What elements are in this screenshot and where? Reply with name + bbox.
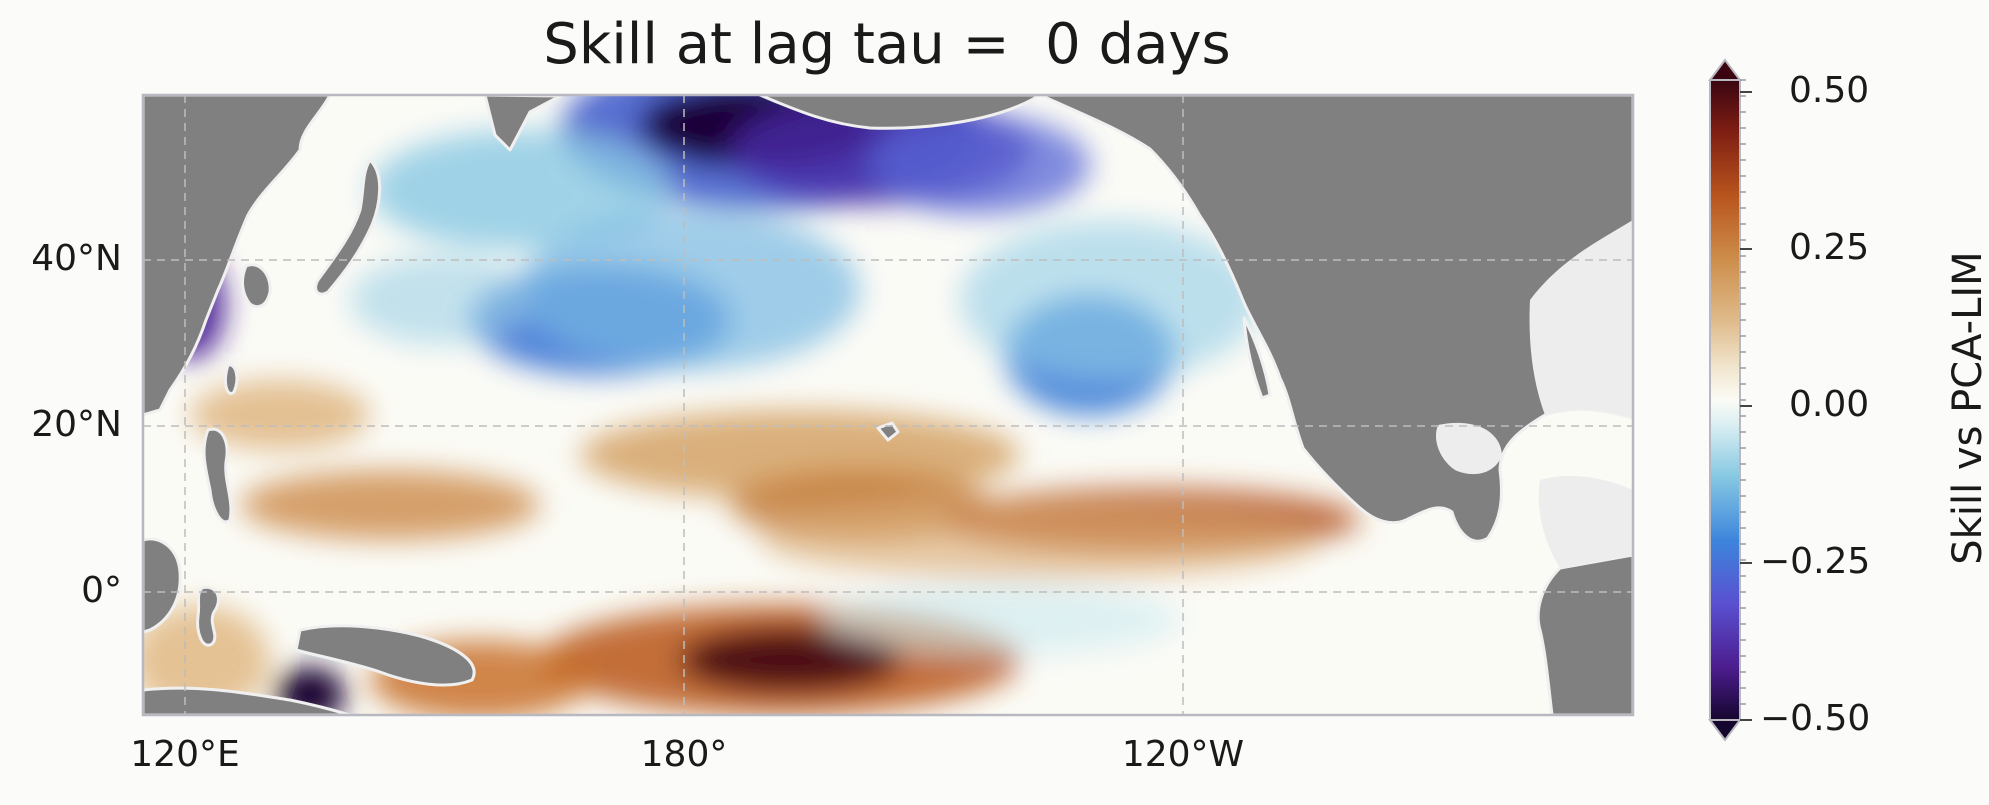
korea-landmass (241, 263, 272, 309)
colorbar-tick-label: 0.50 (1789, 70, 1870, 111)
field-blob (520, 210, 860, 370)
colorbar-extend-bottom (1708, 719, 1742, 742)
colorbar-label: Skill vs PCA-LIM (1945, 251, 1989, 565)
australia-landmass (143, 686, 352, 715)
japan-landmass (314, 158, 382, 296)
colorbar-tick-label: 0.25 (1789, 227, 1870, 268)
field-blob (190, 380, 370, 450)
lat-tick-label: 0° (81, 570, 122, 611)
sulawesi-landmass (196, 585, 220, 647)
map-area (143, 95, 1633, 715)
colorbar-body (1709, 79, 1741, 721)
field-blob (960, 220, 1260, 380)
lon-tick-label: 120°E (130, 734, 240, 775)
lat-tick-label: 40°N (31, 238, 122, 279)
lon-tick-label: 180° (640, 734, 728, 775)
philippines-landmass (202, 427, 233, 524)
field-blob (240, 470, 540, 540)
alaska-landmass (758, 95, 1042, 130)
colorbar (1708, 58, 1752, 742)
lat-tick-label: 20°N (31, 404, 122, 445)
field-blob (350, 255, 530, 345)
colorbar-extend-top (1708, 58, 1742, 81)
baja-california-landmass (1242, 316, 1272, 400)
caribbean-mask (1538, 475, 1633, 568)
gulf-of-mexico-mask (1435, 422, 1502, 475)
neighbor-ocean-mask (1435, 220, 1633, 568)
skill-field (143, 95, 1360, 715)
asia-landmass (143, 95, 332, 417)
new-guinea-landmass (294, 624, 476, 687)
colorbar-tick-label: −0.25 (1760, 541, 1871, 582)
south-america-landmass (1536, 553, 1633, 715)
field-blob (870, 115, 1090, 215)
field-blob (680, 628, 900, 692)
atlantic-mask (1529, 220, 1633, 418)
field-blob (370, 130, 670, 250)
colorbar-tick-label: 0.00 (1789, 384, 1870, 425)
borneo-landmass (143, 537, 182, 634)
lon-tick-label: 120°W (1121, 734, 1245, 775)
colorbar-major-ticks (1740, 91, 1752, 721)
colorbar-minor-ticks (1740, 79, 1746, 721)
hawaii-landmass (876, 421, 900, 442)
taiwan-landmass (224, 363, 239, 395)
map-frame (141, 93, 1635, 717)
chart-title: Skill at lag tau = 0 days (543, 12, 1231, 77)
colorbar-tick-label: −0.50 (1760, 698, 1871, 739)
gridlines (143, 95, 1633, 715)
field-blob (820, 585, 1180, 655)
field-blob (760, 500, 1320, 580)
